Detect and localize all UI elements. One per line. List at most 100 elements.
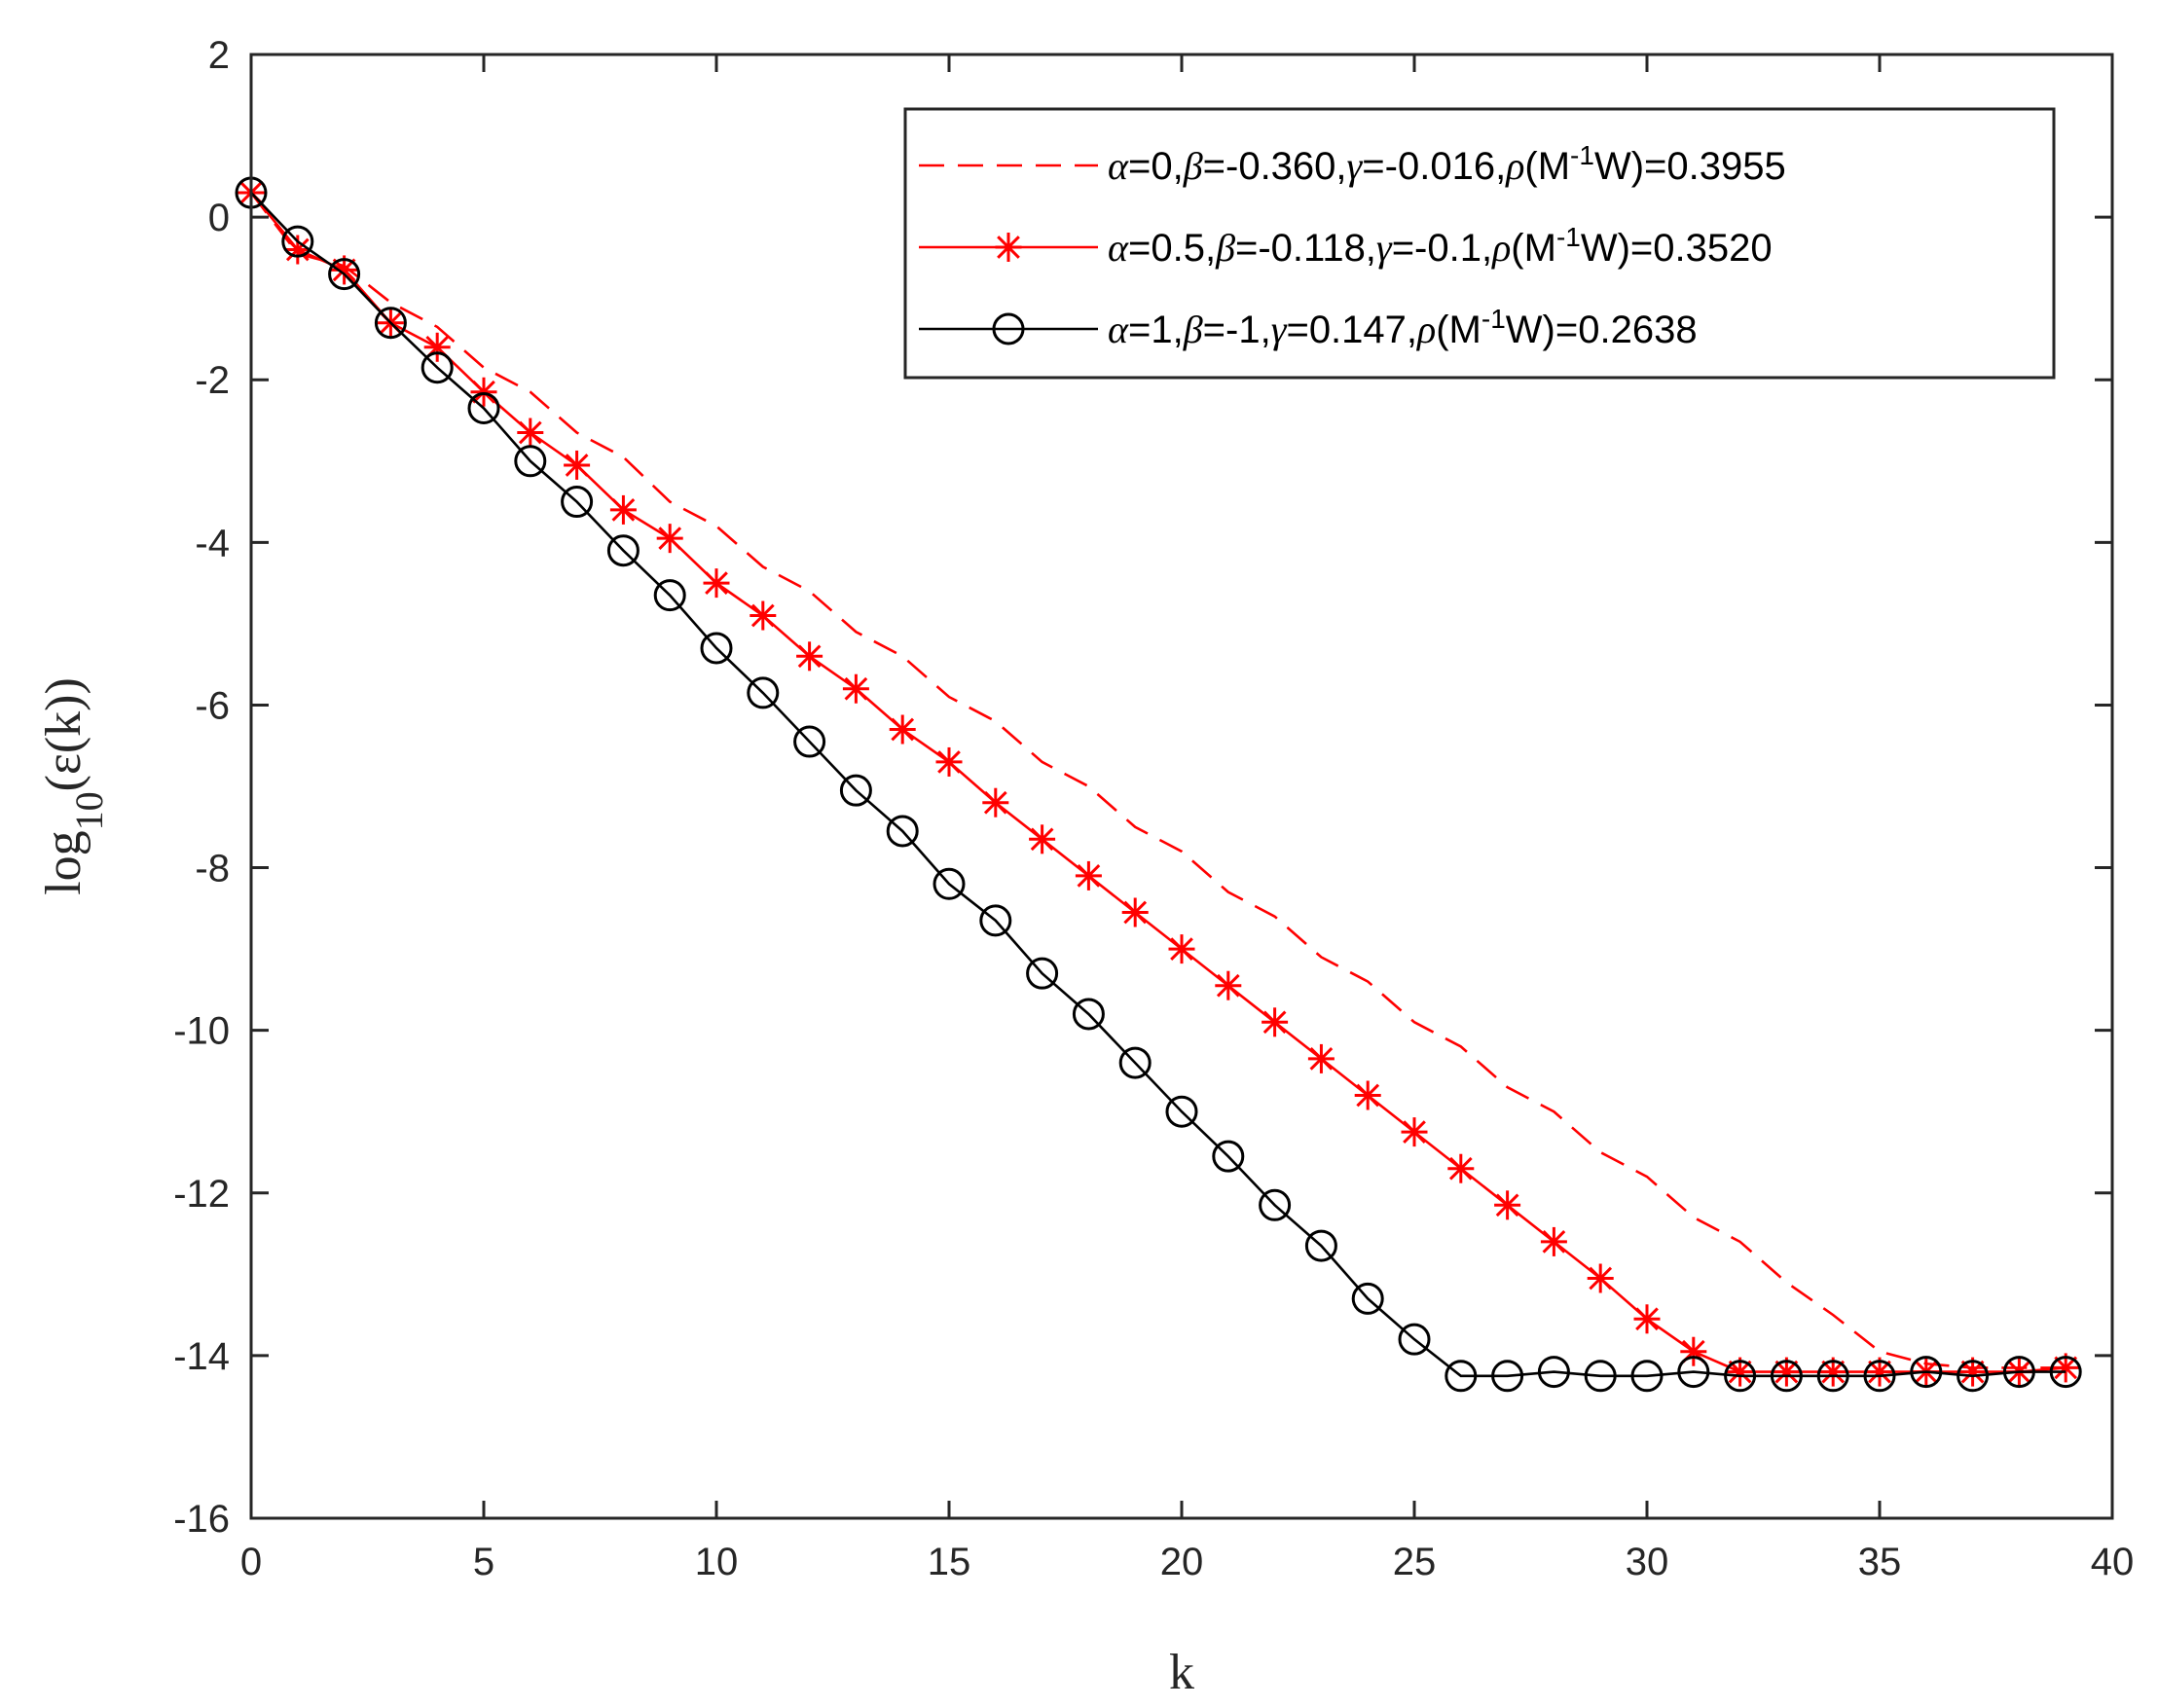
x-tick-label: 0 bbox=[240, 1541, 262, 1583]
y-tick-label: 0 bbox=[208, 197, 230, 239]
series-1 bbox=[249, 192, 2067, 1369]
series-3-point bbox=[979, 904, 1012, 937]
legend-label: α=0.5,β=-0.118,γ=-0.1,ρ(M-1W)=0.3520 bbox=[1108, 222, 1773, 271]
series-3-point bbox=[1863, 1360, 1896, 1393]
series-2-point bbox=[1633, 1304, 1661, 1334]
x-tick-label: 20 bbox=[1160, 1541, 1204, 1583]
series-2-point bbox=[423, 332, 451, 362]
series-3-point bbox=[328, 258, 361, 291]
series-3-point bbox=[281, 225, 314, 258]
x-tick-label: 10 bbox=[695, 1541, 739, 1583]
y-tick-label: -10 bbox=[173, 1010, 230, 1053]
series-3-point bbox=[1816, 1360, 1849, 1393]
series-3 bbox=[235, 176, 2082, 1393]
series-2-point bbox=[1262, 1007, 1289, 1037]
series-3-point bbox=[700, 632, 733, 665]
x-tick-label: 5 bbox=[473, 1541, 494, 1583]
series-3-point bbox=[1212, 1140, 1245, 1173]
series-3-point bbox=[1118, 1046, 1152, 1079]
series-2-point bbox=[284, 235, 311, 265]
series-3-line bbox=[250, 192, 2067, 1378]
series-3-point bbox=[793, 725, 826, 758]
series-2-point bbox=[1540, 1226, 1567, 1256]
series-3-point bbox=[1957, 1360, 1990, 1393]
series-3-point bbox=[653, 579, 686, 612]
series-3-point bbox=[1770, 1360, 1803, 1393]
series-2-point bbox=[1447, 1153, 1475, 1183]
series-2-point bbox=[1494, 1190, 1521, 1220]
y-tick-label: 2 bbox=[208, 34, 230, 77]
series-2-point bbox=[842, 673, 869, 704]
series-3-point bbox=[1165, 1095, 1198, 1128]
y-tick-label: -4 bbox=[195, 522, 230, 564]
x-tick-label: 35 bbox=[1858, 1541, 1902, 1583]
series-2-point bbox=[889, 714, 916, 745]
x-tick-label: 40 bbox=[2091, 1541, 2135, 1583]
series-3-point bbox=[421, 351, 454, 384]
series-2-point bbox=[1307, 1043, 1335, 1073]
series-2-point bbox=[656, 524, 683, 554]
series-3-point bbox=[1537, 1356, 1570, 1389]
series-2-point bbox=[517, 418, 544, 448]
series-3-point bbox=[2049, 1356, 2082, 1389]
series-2-point bbox=[1401, 1117, 1428, 1147]
legend-item-3: α=1,β=-1,γ=0.147,ρ(M-1W)=0.2638 bbox=[919, 304, 1698, 352]
series-3-point bbox=[1630, 1360, 1664, 1393]
y-tick-label: -6 bbox=[195, 684, 230, 727]
legend-item-1: α=0,β=-0.360,γ=-0.016,ρ(M-1W)=0.3955 bbox=[919, 140, 1786, 189]
legend-label: α=0,β=-0.360,γ=-0.016,ρ(M-1W)=0.3955 bbox=[1108, 140, 1786, 189]
series-3-point bbox=[1910, 1356, 1943, 1389]
y-tick-label: -12 bbox=[173, 1173, 230, 1216]
series-3-point bbox=[1724, 1360, 1757, 1393]
series-2-point bbox=[1029, 824, 1056, 854]
legend-marker-sample bbox=[992, 312, 1025, 345]
legend-label: α=1,β=-1,γ=0.147,ρ(M-1W)=0.2638 bbox=[1108, 304, 1698, 352]
series-3-point bbox=[839, 774, 872, 807]
series-2-point bbox=[1121, 897, 1149, 927]
series-3-point bbox=[1304, 1229, 1337, 1262]
legend-item-2: α=0.5,β=-0.118,γ=-0.1,ρ(M-1W)=0.3520 bbox=[919, 222, 1773, 271]
series-2-point bbox=[1215, 970, 1242, 1000]
series-2-point bbox=[1168, 934, 1195, 964]
series-2-point bbox=[935, 746, 963, 777]
x-tick-label: 15 bbox=[928, 1541, 971, 1583]
series-3-point bbox=[933, 867, 966, 900]
series-2-line bbox=[249, 192, 2067, 1373]
series-3-point bbox=[1445, 1360, 1478, 1393]
series-2-point bbox=[750, 600, 777, 631]
series-2-point bbox=[982, 787, 1009, 818]
x-tick-label: 25 bbox=[1393, 1541, 1437, 1583]
series-3-point bbox=[606, 534, 640, 567]
series-2-point bbox=[796, 641, 823, 672]
series-2-point bbox=[470, 377, 497, 407]
y-tick-label: -16 bbox=[173, 1498, 230, 1541]
series-3-point bbox=[886, 815, 919, 848]
series-3-point bbox=[467, 391, 500, 424]
series-1-line bbox=[249, 192, 2067, 1369]
series-2-point bbox=[609, 494, 637, 525]
series-3-point bbox=[1259, 1188, 1292, 1221]
legend-box bbox=[903, 107, 2056, 380]
legend-marker-sample bbox=[995, 233, 1022, 262]
series-3-point bbox=[1398, 1323, 1431, 1356]
series-2-point bbox=[1587, 1263, 1614, 1293]
series-3-point bbox=[1351, 1282, 1384, 1315]
y-tick-label: -14 bbox=[173, 1335, 230, 1378]
series-3-point bbox=[374, 307, 407, 340]
series-3-point bbox=[1026, 957, 1059, 990]
y-tick-label: -2 bbox=[195, 359, 230, 402]
series-3-point bbox=[1677, 1356, 1710, 1389]
series-3-point bbox=[2002, 1356, 2035, 1389]
series-3-point bbox=[1072, 998, 1105, 1031]
x-tick-label: 30 bbox=[1626, 1541, 1669, 1583]
series-3-point bbox=[1491, 1360, 1524, 1393]
x-axis-label: k bbox=[1169, 1645, 1194, 1700]
series-2-point bbox=[1354, 1080, 1381, 1110]
series-2-point bbox=[1075, 860, 1102, 890]
series-3-point bbox=[561, 486, 594, 519]
series-3-point bbox=[1584, 1360, 1617, 1393]
series-3-point bbox=[747, 676, 780, 709]
y-tick-label: -8 bbox=[195, 848, 230, 890]
